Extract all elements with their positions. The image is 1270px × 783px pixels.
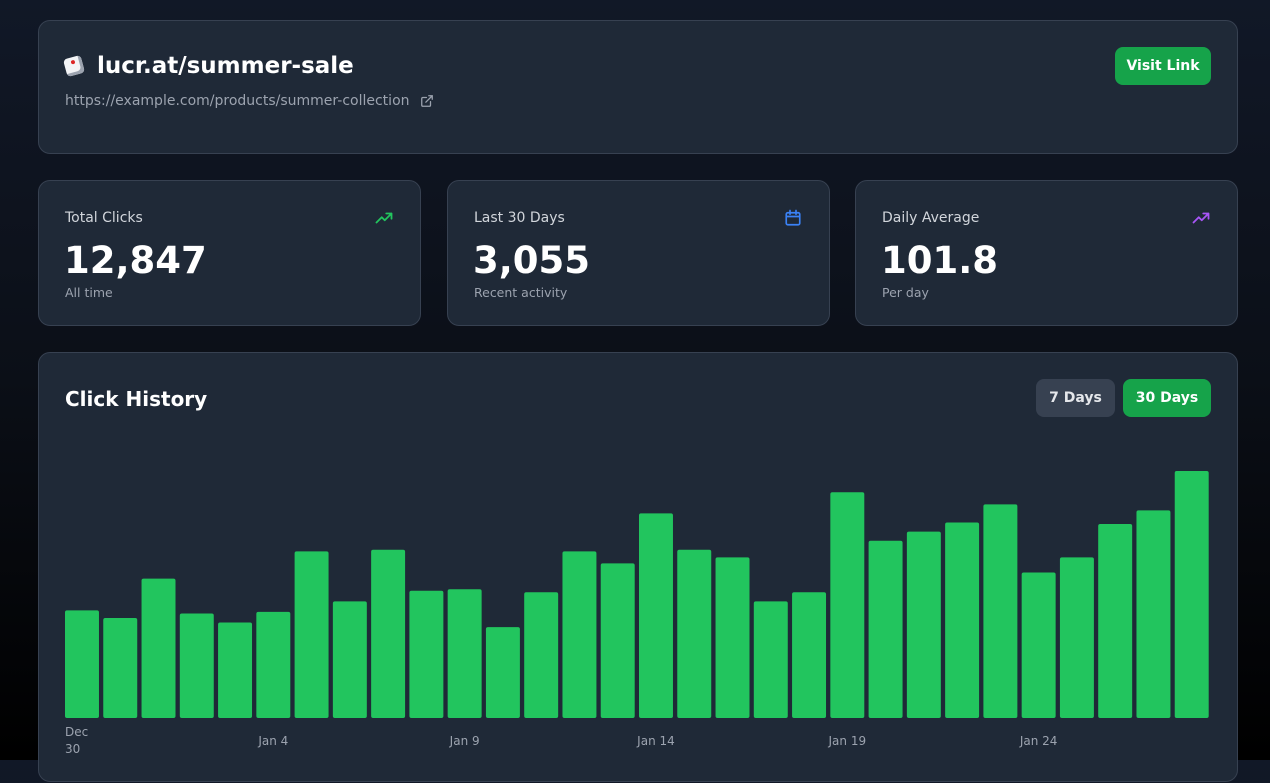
stat-sub: All time [65,285,113,300]
chart-bar [1021,572,1056,718]
chart-bar [830,492,865,718]
click-history-chart: Dec 30 Jan 4 Jan 9 Jan 14 Jan 19 Jan 24 [65,471,1209,756]
chart-bar [753,601,788,718]
x-tick-label: Jan 9 [449,734,480,748]
stat-label: Last 30 Days [474,210,565,226]
chart-title: Click History [65,387,208,411]
chart-bar [600,563,635,718]
chart-bar [447,589,482,718]
stat-sub: Recent activity [474,285,568,300]
toggle-7-days[interactable]: 7 Days [1036,379,1115,417]
chart-bar [103,617,138,718]
x-tick-label: Dec 30 [65,725,88,756]
stat-card-daily-average: Daily Average 101.8 Per day [855,180,1238,326]
chart-bar [485,627,520,718]
destination-url: https://example.com/products/summer-coll… [65,93,410,109]
chart-bar [1059,557,1094,718]
x-tick-label: Jan 24 [1019,734,1058,748]
stat-sub: Per day [882,285,929,300]
x-tick-label: Jan 19 [828,734,867,748]
stat-card-total-clicks: Total Clicks 12,847 All time [38,180,421,326]
trending-up-icon [1192,212,1210,224]
chart-bar [715,557,750,718]
chart-bar [945,522,980,718]
click-history-card: Dec 30 Jan 4 Jan 9 Jan 14 Jan 19 Jan 24 Click … [38,352,1238,782]
stat-label: Daily Average [882,210,980,226]
stat-card-last-30-days: Last 30 Days 3,055 Recent activity [447,180,830,326]
chart-bar [868,540,903,718]
chart-bar [1174,471,1209,718]
chart-bar [524,592,559,718]
chart-bar [677,549,712,718]
chart-bar [371,549,406,718]
trending-up-icon [375,212,393,224]
chart-bar [256,611,291,718]
chart-bar [294,551,329,718]
visit-link-button[interactable]: Visit Link [1115,47,1211,85]
stat-value: 3,055 [473,239,591,282]
chart-bar [792,592,827,718]
chart-bar [409,590,444,718]
x-tick-label: Jan 14 [636,734,675,748]
short-link-title: lucr.at/summer-sale [97,53,354,79]
chart-bar [983,504,1018,718]
stat-value: 12,847 [64,239,207,282]
chart-bar [562,551,597,718]
chart-bar [218,622,253,718]
dice-icon [62,54,86,78]
chart-bar [179,613,214,718]
external-link-icon[interactable] [420,94,434,108]
chart-bar [906,531,941,718]
chart-bar [65,610,99,718]
chart-bar [1098,524,1133,718]
stat-value: 101.8 [881,239,999,282]
chart-bar [639,513,673,718]
calendar-icon [785,209,801,226]
chart-bar [141,578,176,718]
stat-label: Total Clicks [65,210,143,226]
link-header-card: lucr.at/summer-sale https://example.com/… [38,20,1238,154]
chart-bar [332,601,367,718]
toggle-30-days[interactable]: 30 Days [1123,379,1211,417]
chart-bar [1136,510,1171,718]
x-tick-label: Jan 4 [257,734,288,748]
